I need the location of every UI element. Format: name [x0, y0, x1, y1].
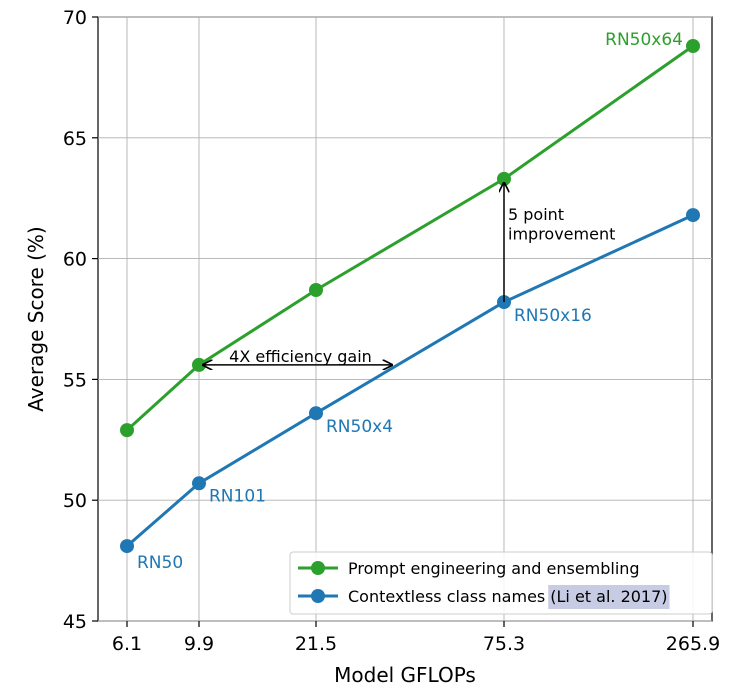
y-tick-label-70: 70 — [63, 7, 87, 29]
improvement-annotation-line1: 5 point — [508, 205, 564, 224]
y-axis-title: Average Score (%) — [24, 226, 48, 411]
improvement-annotation-line2: improvement — [508, 224, 615, 243]
legend-label-prompt: Prompt engineering and ensembling — [348, 559, 640, 578]
legend-marker-contextless — [311, 589, 325, 603]
grid — [98, 16, 712, 622]
annotation-layer: 4X efficiency gain 5 point improvement — [203, 183, 615, 366]
x-tick-label-2: 21.5 — [295, 633, 337, 655]
x-axis-title: Model GFLOPs — [334, 663, 476, 687]
data-point-s1-4 — [686, 208, 700, 223]
x-tick-label-4: 265.9 — [666, 633, 720, 655]
x-tick-label-1: 9.9 — [184, 633, 214, 655]
plot-frame — [97, 16, 713, 622]
legend: Prompt engineering and ensembling Contex… — [289, 551, 713, 615]
point-label-rn50x16: RN50x16 — [514, 306, 592, 326]
data-point-s0-0 — [120, 423, 134, 438]
citation-highlight — [548, 585, 670, 609]
legend-citation: (Li et al. 2017) — [550, 587, 667, 606]
y-tick-label-55: 55 — [63, 369, 87, 391]
x-tick-label-0: 6.1 — [112, 633, 142, 655]
y-tick-label-50: 50 — [63, 490, 87, 512]
point-label-rn101: RN101 — [209, 486, 266, 506]
y-tick-label-60: 60 — [63, 249, 87, 271]
series-layer: RN50 RN101 RN50x4 RN50x16 RN50x64 — [120, 30, 700, 573]
axes-layer: 45 50 55 60 65 70 6.1 9.9 21.5 75.3 265.9 — [63, 7, 720, 655]
data-point-s0-2 — [309, 283, 323, 298]
legend-label-contextless: Contextless class names — [348, 587, 545, 606]
data-point-s1-0 — [120, 539, 134, 554]
legend-marker-prompt — [311, 561, 325, 575]
point-label-rn50x64: RN50x64 — [605, 30, 683, 50]
y-tick-label-45: 45 — [63, 611, 87, 633]
x-tick-label-3: 75.3 — [483, 633, 525, 655]
data-point-s1-1 — [192, 476, 206, 491]
data-point-s0-4 — [686, 38, 700, 53]
data-point-s1-2 — [309, 406, 323, 421]
efficiency-annotation-text: 4X efficiency gain — [229, 347, 372, 366]
y-tick-label-65: 65 — [63, 128, 87, 150]
point-label-rn50x4: RN50x4 — [326, 417, 393, 437]
point-label-rn50: RN50 — [137, 553, 183, 573]
